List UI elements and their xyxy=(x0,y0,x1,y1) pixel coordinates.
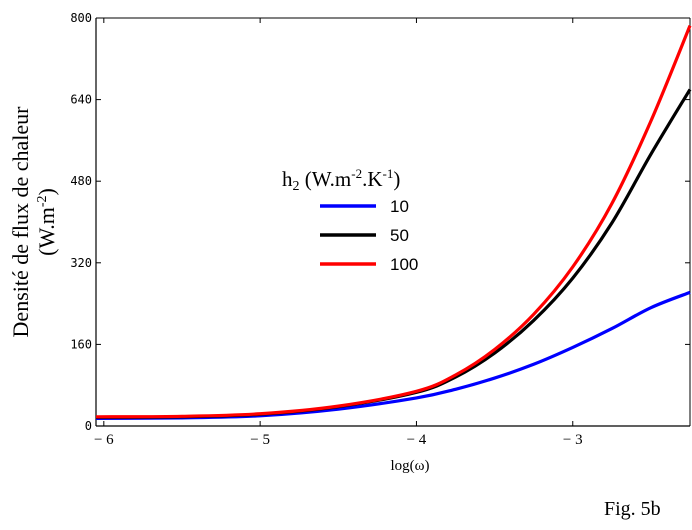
legend-label-100: 100 xyxy=(390,255,418,274)
y-axis-unit-label: (W.m-2) xyxy=(34,188,59,256)
figure-label: Fig. 5b xyxy=(604,498,661,520)
legend: h2 (W.m-2.K-1) 10 50 100 xyxy=(282,166,418,274)
y-axis-label: Densité de flux de chaleur xyxy=(8,106,33,338)
y-tick-label: 160 xyxy=(70,337,92,351)
series-line-50 xyxy=(95,88,692,419)
y-tick-label: 480 xyxy=(70,174,92,188)
legend-label-10: 10 xyxy=(390,197,409,216)
y-tick-label: 320 xyxy=(70,256,92,270)
y-tick-label: 0 xyxy=(85,419,92,433)
legend-title: h2 (W.m-2.K-1) xyxy=(282,166,400,194)
y-ticks: 0 160 320 480 640 800 xyxy=(70,11,690,433)
series-line-100 xyxy=(95,25,692,419)
legend-items: 10 50 100 xyxy=(320,197,418,274)
series-line-10 xyxy=(95,290,691,420)
legend-label-50: 50 xyxy=(390,226,409,245)
x-tick-label: − 4 xyxy=(407,432,427,448)
plot-frame xyxy=(95,17,691,427)
x-axis-label: log(ω) xyxy=(390,458,429,474)
x-ticks: − 6 − 5 − 4 − 3 xyxy=(94,18,583,448)
x-tick-label: − 5 xyxy=(250,432,270,448)
x-tick-label: − 3 xyxy=(563,432,583,448)
y-tick-label: 800 xyxy=(70,11,92,25)
series-lines xyxy=(95,25,692,420)
x-tick-label: − 6 xyxy=(94,432,114,448)
y-tick-label: 640 xyxy=(70,93,92,107)
